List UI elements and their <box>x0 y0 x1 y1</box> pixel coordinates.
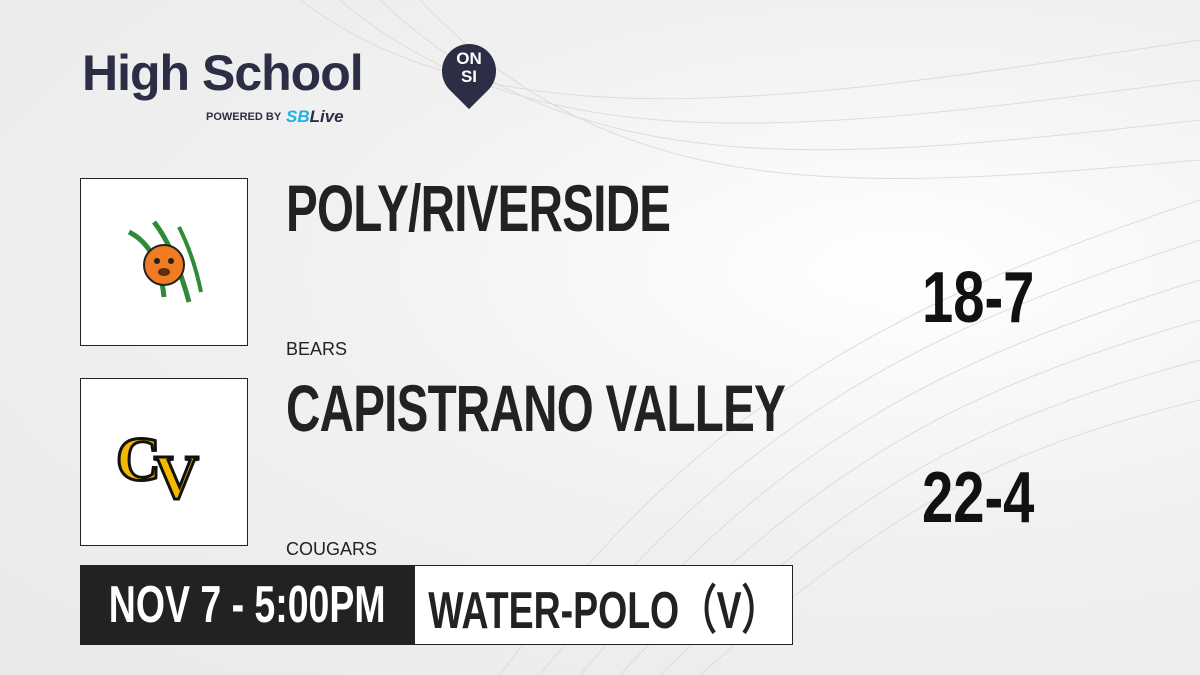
bear-claw-logo-icon <box>127 220 203 303</box>
team-logo-capistrano-valley: C V <box>80 378 248 546</box>
brand-title: High School <box>82 45 364 101</box>
sblive-logo: SBLive <box>286 107 344 126</box>
cv-letters-logo-icon: C V <box>115 425 201 503</box>
svg-text:C: C <box>116 426 161 494</box>
home-team-name: POLY/RIVERSIDE <box>286 171 671 245</box>
game-datetime: NOV 7 - 5:00PM <box>108 576 386 634</box>
away-team-mascot: COUGARS <box>286 539 378 559</box>
svg-text:V: V <box>154 444 199 502</box>
away-team-name: CAPISTRANO VALLEY <box>286 371 786 445</box>
powered-by-label: POWERED BY <box>206 111 282 123</box>
game-sport-box: WATER-POLO（V） <box>414 565 793 645</box>
on-si-badge: ON SI <box>456 49 482 86</box>
game-datetime-box: NOV 7 - 5:00PM <box>80 565 414 645</box>
home-team-mascot: BEARS <box>286 339 348 359</box>
away-team-record: 22-4 <box>922 458 1035 538</box>
game-sport: WATER-POLO（V） <box>428 581 779 640</box>
home-team-record: 18-7 <box>922 258 1035 338</box>
team-logo-poly-riverside <box>80 178 248 346</box>
